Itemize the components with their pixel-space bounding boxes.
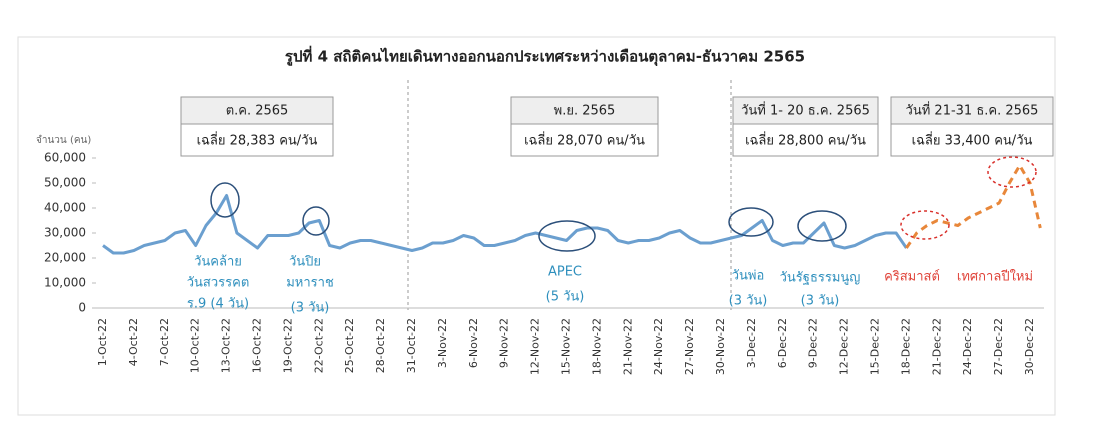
box-body [180,123,334,157]
x-tick-label: 18-Dec-22 [899,318,912,375]
annotation: วันปิย [289,255,321,270]
box-title-bg [180,96,334,125]
x-tick-label: 15-Nov-22 [560,318,573,375]
y-axis-label: จำนวน (คน) [36,135,91,146]
y-tick-label: 40,000 [44,201,86,215]
box-body [732,123,879,157]
highlight [538,220,596,252]
highlight [797,210,847,242]
annotation: (3 วัน) [729,294,768,309]
annotation: ร.9 (4 วัน) [187,297,249,312]
box-body [510,123,659,157]
x-tick-label: 12-Dec-22 [838,318,851,375]
y-tick-label: 20,000 [44,251,86,265]
x-tick-label: 15-Dec-22 [869,318,882,375]
x-tick-label: 12-Nov-22 [529,318,542,375]
y-tick-label: 0 [78,301,86,315]
x-tick-label: 24-Dec-22 [961,318,974,375]
annotation: วันคล้าย [194,255,242,270]
chart-title: รูปที่ 4 สถิติคนไทยเดินทางออกนอกประเทศระ… [285,46,805,67]
x-tick-label: 6-Nov-22 [467,318,480,368]
highlight [900,210,950,240]
y-tick-label: 60,000 [44,151,86,165]
x-tick-label: 19-Oct-22 [281,318,294,373]
y-tick-label: 30,000 [44,226,86,240]
annotation: APEC [548,265,582,280]
box-title: ต.ค. 2565 [226,104,289,119]
x-tick-label: 9-Dec-22 [807,318,820,368]
x-tick-label: 25-Oct-22 [343,318,356,373]
x-tick-label: 13-Oct-22 [220,318,233,373]
x-tick-label: 9-Nov-22 [498,318,511,368]
x-tick-label: 21-Dec-22 [930,318,943,375]
annotation: (5 วัน) [546,290,585,305]
annotation: คริสมาสต์ [884,269,940,285]
highlight [302,206,330,236]
y-tick-label: 50,000 [44,176,86,190]
highlight [210,182,240,218]
x-tick-label: 27-Nov-22 [683,318,696,375]
x-tick-label: 30-Nov-22 [714,318,727,375]
series-line [102,194,908,255]
annotation: (3 วัน) [801,294,840,309]
box-text: เฉลี่ย 28,800 คน/วัน [745,132,866,149]
highlight [987,156,1037,188]
annotation: วันรัฐธรรมนูญ [780,271,861,286]
x-tick-label: 4-Oct-22 [127,318,140,366]
annotation: วันสวรรคต [187,276,250,291]
annotation: เทศกาลปีใหม่ [957,269,1033,285]
box-text: เฉลี่ย 33,400 คน/วัน [912,132,1033,149]
series-line [905,164,1042,249]
x-tick-label: 22-Oct-22 [312,318,325,373]
annotation: มหาราช [286,276,334,291]
x-tick-label: 27-Dec-22 [992,318,1005,375]
x-tick-label: 3-Dec-22 [745,318,758,368]
box-title: วันที่ 21-31 ธ.ค. 2565 [906,102,1039,119]
box-title: วันที่ 1- 20 ธ.ค. 2565 [741,102,870,119]
x-tick-label: 31-Oct-22 [405,318,418,373]
x-tick-label: 3-Nov-22 [436,318,449,368]
box-text: เฉลี่ย 28,070 คน/วัน [524,132,645,149]
x-tick-label: 1-Oct-22 [96,318,109,366]
box-text: เฉลี่ย 28,383 คน/วัน [197,132,318,149]
annotation: วันพ่อ [732,269,765,284]
y-tick-label: 10,000 [44,276,86,290]
x-tick-label: 21-Nov-22 [621,318,634,375]
x-tick-label: 16-Oct-22 [251,318,264,373]
x-tick-label: 6-Dec-22 [776,318,789,368]
box-title-bg [890,96,1054,125]
box-body [890,123,1054,157]
x-tick-label: 24-Nov-22 [652,318,665,375]
box-title-bg [510,96,659,125]
annotation: (3 วัน) [291,301,330,316]
x-tick-label: 10-Oct-22 [189,318,202,373]
x-tick-label: 7-Oct-22 [158,318,171,366]
x-tick-label: 18-Nov-22 [590,318,603,375]
highlight [728,207,774,237]
x-tick-label: 28-Oct-22 [374,318,387,373]
x-tick-label: 30-Dec-22 [1023,318,1036,375]
box-title: พ.ย. 2565 [554,104,616,119]
